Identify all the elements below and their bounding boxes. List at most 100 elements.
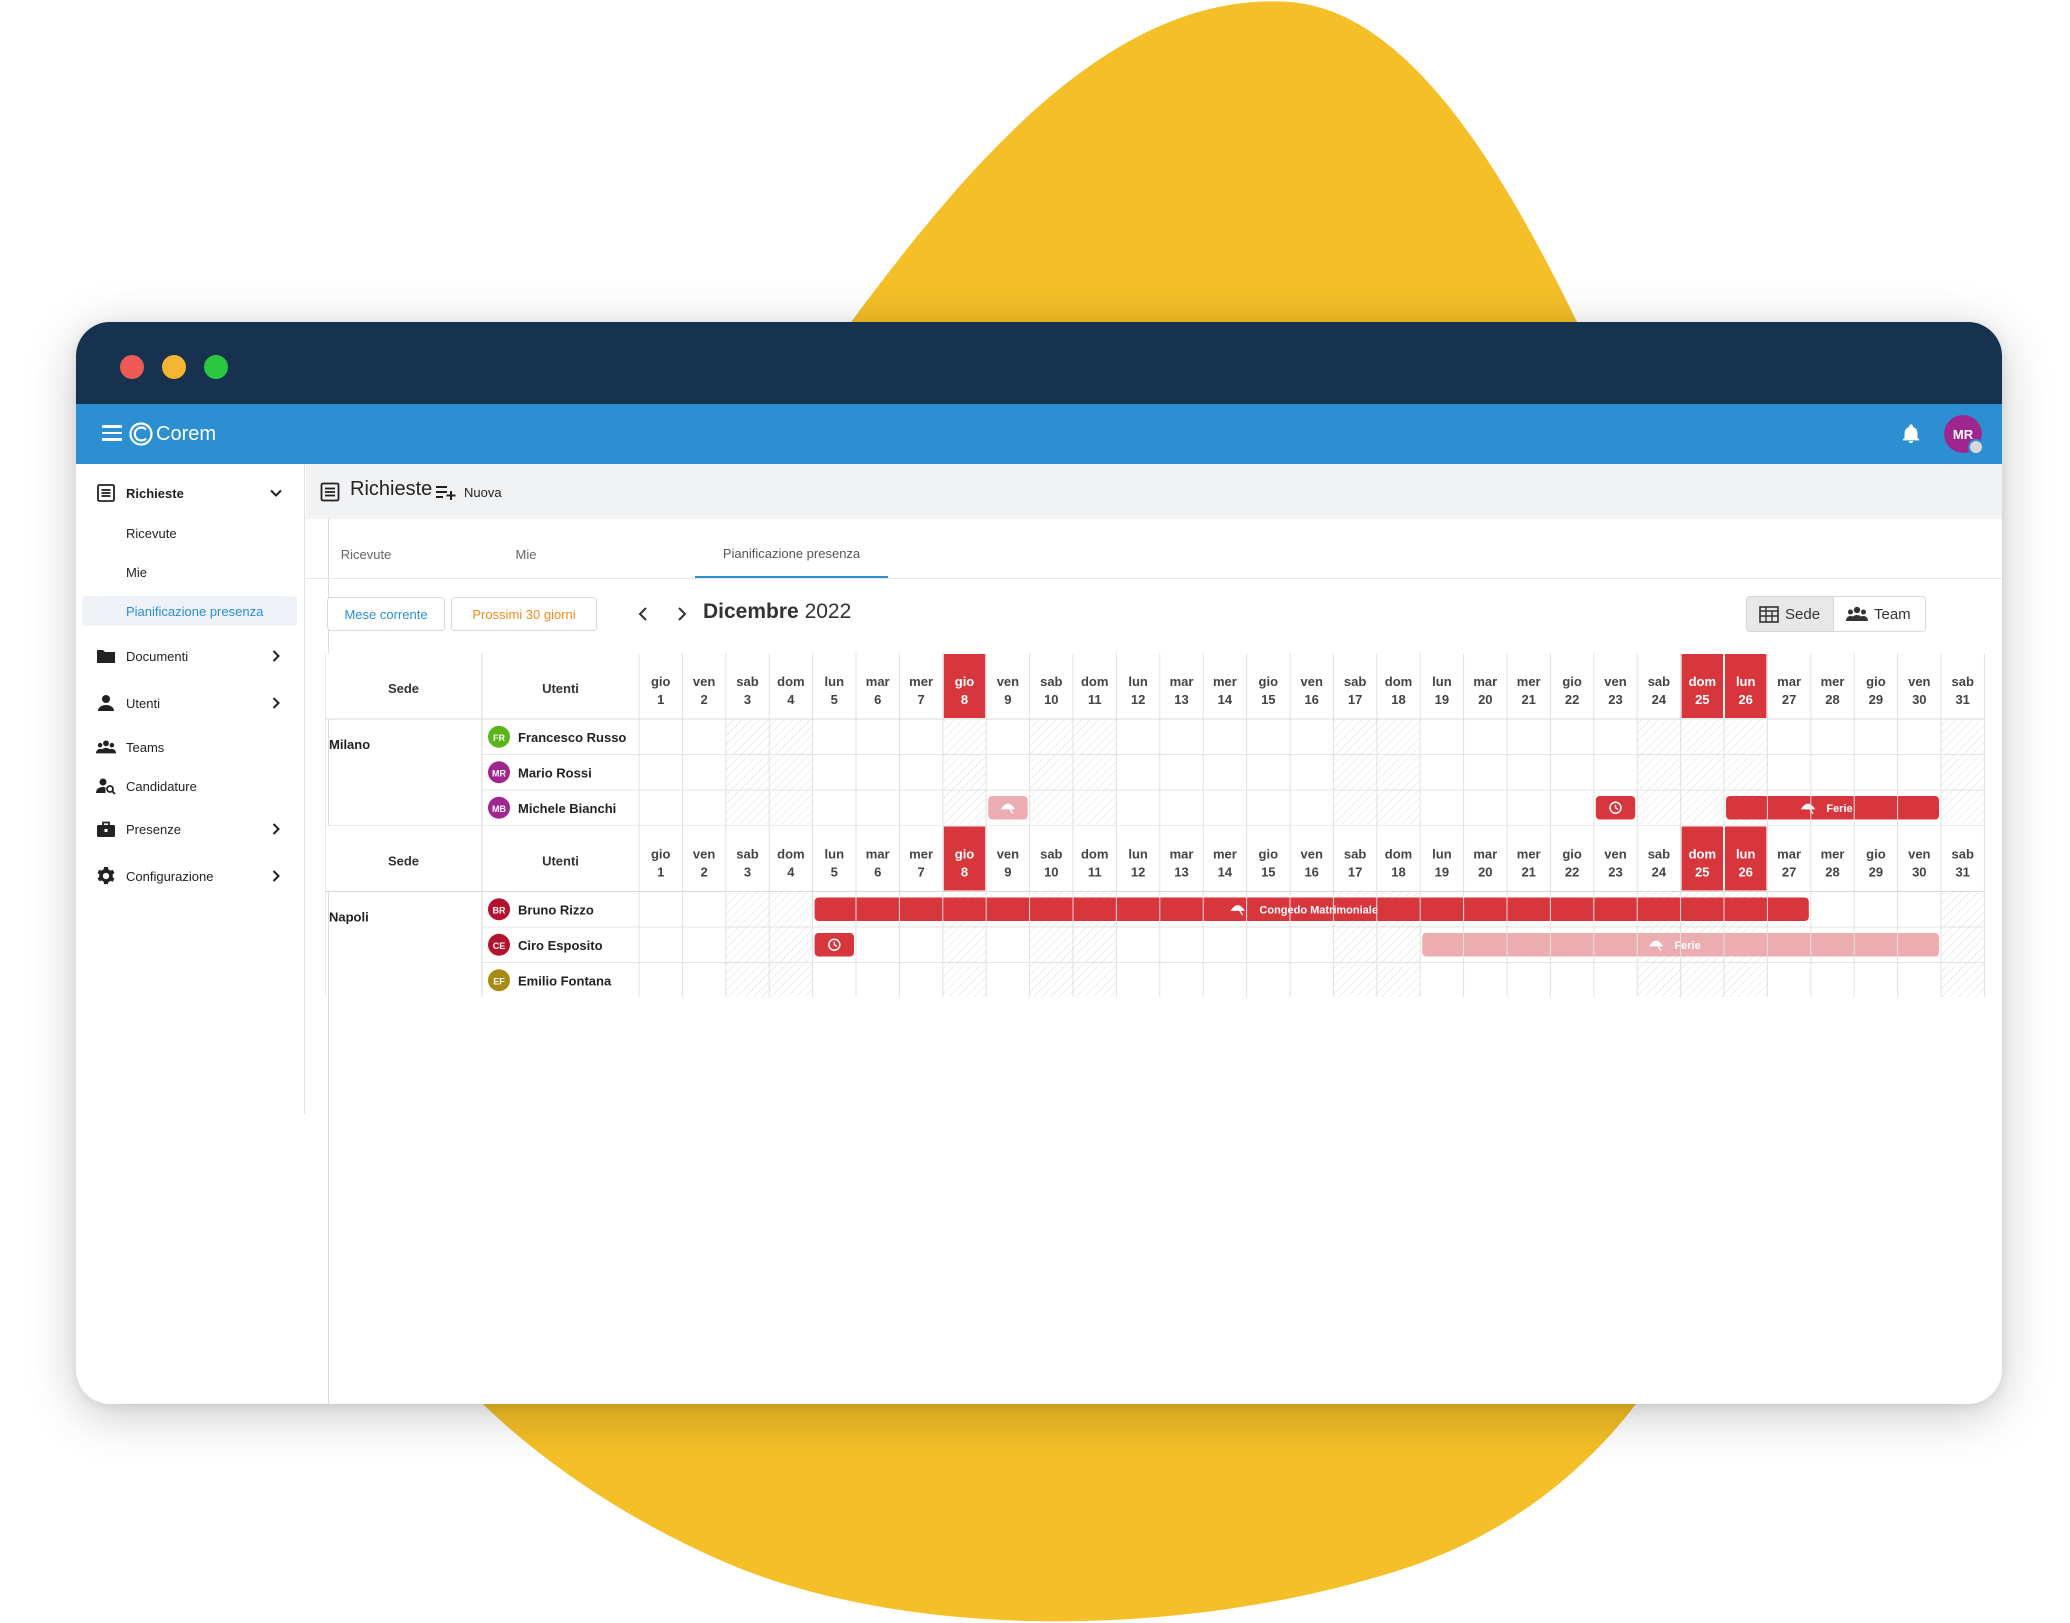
day-number: 30 [1912, 865, 1926, 880]
day-name: gio [651, 847, 671, 862]
day-name: mar [866, 674, 890, 689]
user-avatar [488, 969, 510, 992]
view-sede-label: Sede [1785, 605, 1821, 623]
sidebar-subitem-pianificazione[interactable]: Pianificazione presenza [82, 596, 297, 626]
day-number: 31 [1955, 865, 1969, 880]
day-number: 16 [1304, 692, 1318, 707]
day-number: 26 [1738, 865, 1752, 880]
user-avatar-initials: EF [493, 976, 505, 986]
day-name: mer [1517, 847, 1541, 862]
day-number: 5 [831, 692, 838, 707]
nonworking-day-cell [725, 719, 770, 755]
day-name: ven [1300, 847, 1322, 862]
maximize-window-button[interactable] [204, 355, 228, 379]
view-sede-button[interactable]: Sede [1746, 596, 1834, 632]
tabs-bar: Ricevute Mie Pianificazione presenza [306, 530, 2002, 579]
close-window-button[interactable] [120, 355, 144, 379]
nonworking-day-cell [1029, 927, 1073, 963]
tab-pianificazione[interactable]: Pianificazione presenza [695, 530, 888, 578]
nonworking-day-cell [1941, 719, 1985, 755]
nonworking-day-cell [1073, 754, 1117, 790]
holiday-header-cell [1681, 654, 1723, 718]
nonworking-day-cell [769, 719, 813, 755]
day-number: 8 [961, 865, 968, 880]
day-number: 1 [657, 692, 664, 707]
sidebar-item-utenti[interactable]: Utenti [76, 684, 304, 722]
nonworking-day-cell [1073, 790, 1117, 826]
day-number: 23 [1608, 865, 1622, 880]
sidebar-item-richieste[interactable]: Richieste [76, 474, 304, 512]
sede-name: Milano [329, 737, 370, 752]
day-number: 8 [961, 692, 968, 707]
user-name: Francesco Russo [518, 730, 626, 745]
content-divider [328, 464, 329, 1404]
hamburger-menu-icon[interactable] [102, 422, 122, 446]
bell-icon[interactable] [1900, 422, 1922, 446]
day-number: 27 [1782, 692, 1796, 707]
day-number: 25 [1695, 865, 1709, 880]
sidebar-item-candidature[interactable]: Candidature [76, 767, 304, 805]
sidebar-subitem-mie[interactable]: Mie [126, 564, 147, 580]
holiday-header-cell [1725, 826, 1767, 891]
day-name: lun [1128, 674, 1148, 689]
new-request-button[interactable]: Nuova [436, 481, 502, 503]
sidebar-item-label: Utenti [126, 695, 160, 711]
nonworking-day-cell [1333, 790, 1377, 826]
day-name: mer [909, 847, 933, 862]
attendance-event-bar[interactable] [1726, 796, 1939, 820]
day-name: mar [1473, 847, 1497, 862]
user-avatar [488, 898, 510, 921]
sidebar-item-documenti[interactable]: Documenti [76, 637, 304, 675]
sidebar-item-teams[interactable]: Teams [76, 728, 304, 766]
current-month-button[interactable]: Mese corrente [327, 597, 445, 631]
day-name: mer [909, 674, 933, 689]
nonworking-day-cell [725, 962, 770, 997]
day-number: 25 [1695, 692, 1709, 707]
day-number: 13 [1174, 692, 1188, 707]
holiday-header-cell [943, 654, 986, 718]
day-name: ven [1300, 674, 1322, 689]
day-number: 20 [1478, 865, 1492, 880]
group-icon [1846, 606, 1868, 621]
sidebar-item-label: Teams [126, 739, 165, 755]
sidebar-item-configurazione[interactable]: Configurazione [76, 857, 304, 895]
day-name: dom [777, 847, 804, 862]
person-icon [98, 695, 114, 711]
minimize-window-button[interactable] [162, 355, 186, 379]
next-30-days-button[interactable]: Prossimi 30 giorni [451, 597, 597, 631]
new-request-label: Nuova [464, 484, 502, 500]
user-avatar-initials: BR [493, 905, 506, 915]
view-team-button[interactable]: Team [1834, 596, 1926, 632]
nonworking-day-cell [1637, 790, 1681, 826]
day-number: 4 [787, 865, 795, 880]
day-name: sab [1951, 674, 1973, 689]
nonworking-day-cell [1333, 962, 1377, 997]
next-month-button[interactable] [672, 604, 692, 624]
nonworking-day-cell [1376, 927, 1421, 963]
day-name: lun [1432, 847, 1452, 862]
day-name: gio [1866, 847, 1886, 862]
sede-name: Napoli [329, 910, 369, 925]
event-label: Congedo Matrimoniale [1259, 904, 1378, 916]
clock-icon [828, 938, 841, 951]
tab-ricevute[interactable]: Ricevute [340, 546, 392, 562]
playlist-add-icon [436, 486, 456, 500]
user-name: Bruno Rizzo [518, 902, 594, 917]
sidebar-subitem-ricevute[interactable]: Ricevute [126, 525, 177, 541]
nonworking-day-cell [769, 790, 813, 826]
day-number: 27 [1782, 865, 1796, 880]
prev-month-button[interactable] [633, 604, 653, 624]
nonworking-day-cell [1376, 754, 1421, 790]
nonworking-day-cell [1637, 754, 1681, 790]
tab-mie[interactable]: Mie [515, 546, 537, 562]
brand-logo[interactable]: Corem [128, 417, 216, 451]
day-number: 1 [657, 865, 664, 880]
sidebar-item-presenze[interactable]: Presenze [76, 810, 304, 848]
user-avatar[interactable]: MR [1944, 415, 1984, 455]
day-number: 10 [1044, 692, 1058, 707]
day-number: 7 [917, 865, 924, 880]
window-titlebar [76, 322, 2002, 404]
header-sede: Sede [388, 854, 419, 869]
day-name: sab [1951, 847, 1973, 862]
attendance-event-bar[interactable] [814, 897, 1809, 922]
